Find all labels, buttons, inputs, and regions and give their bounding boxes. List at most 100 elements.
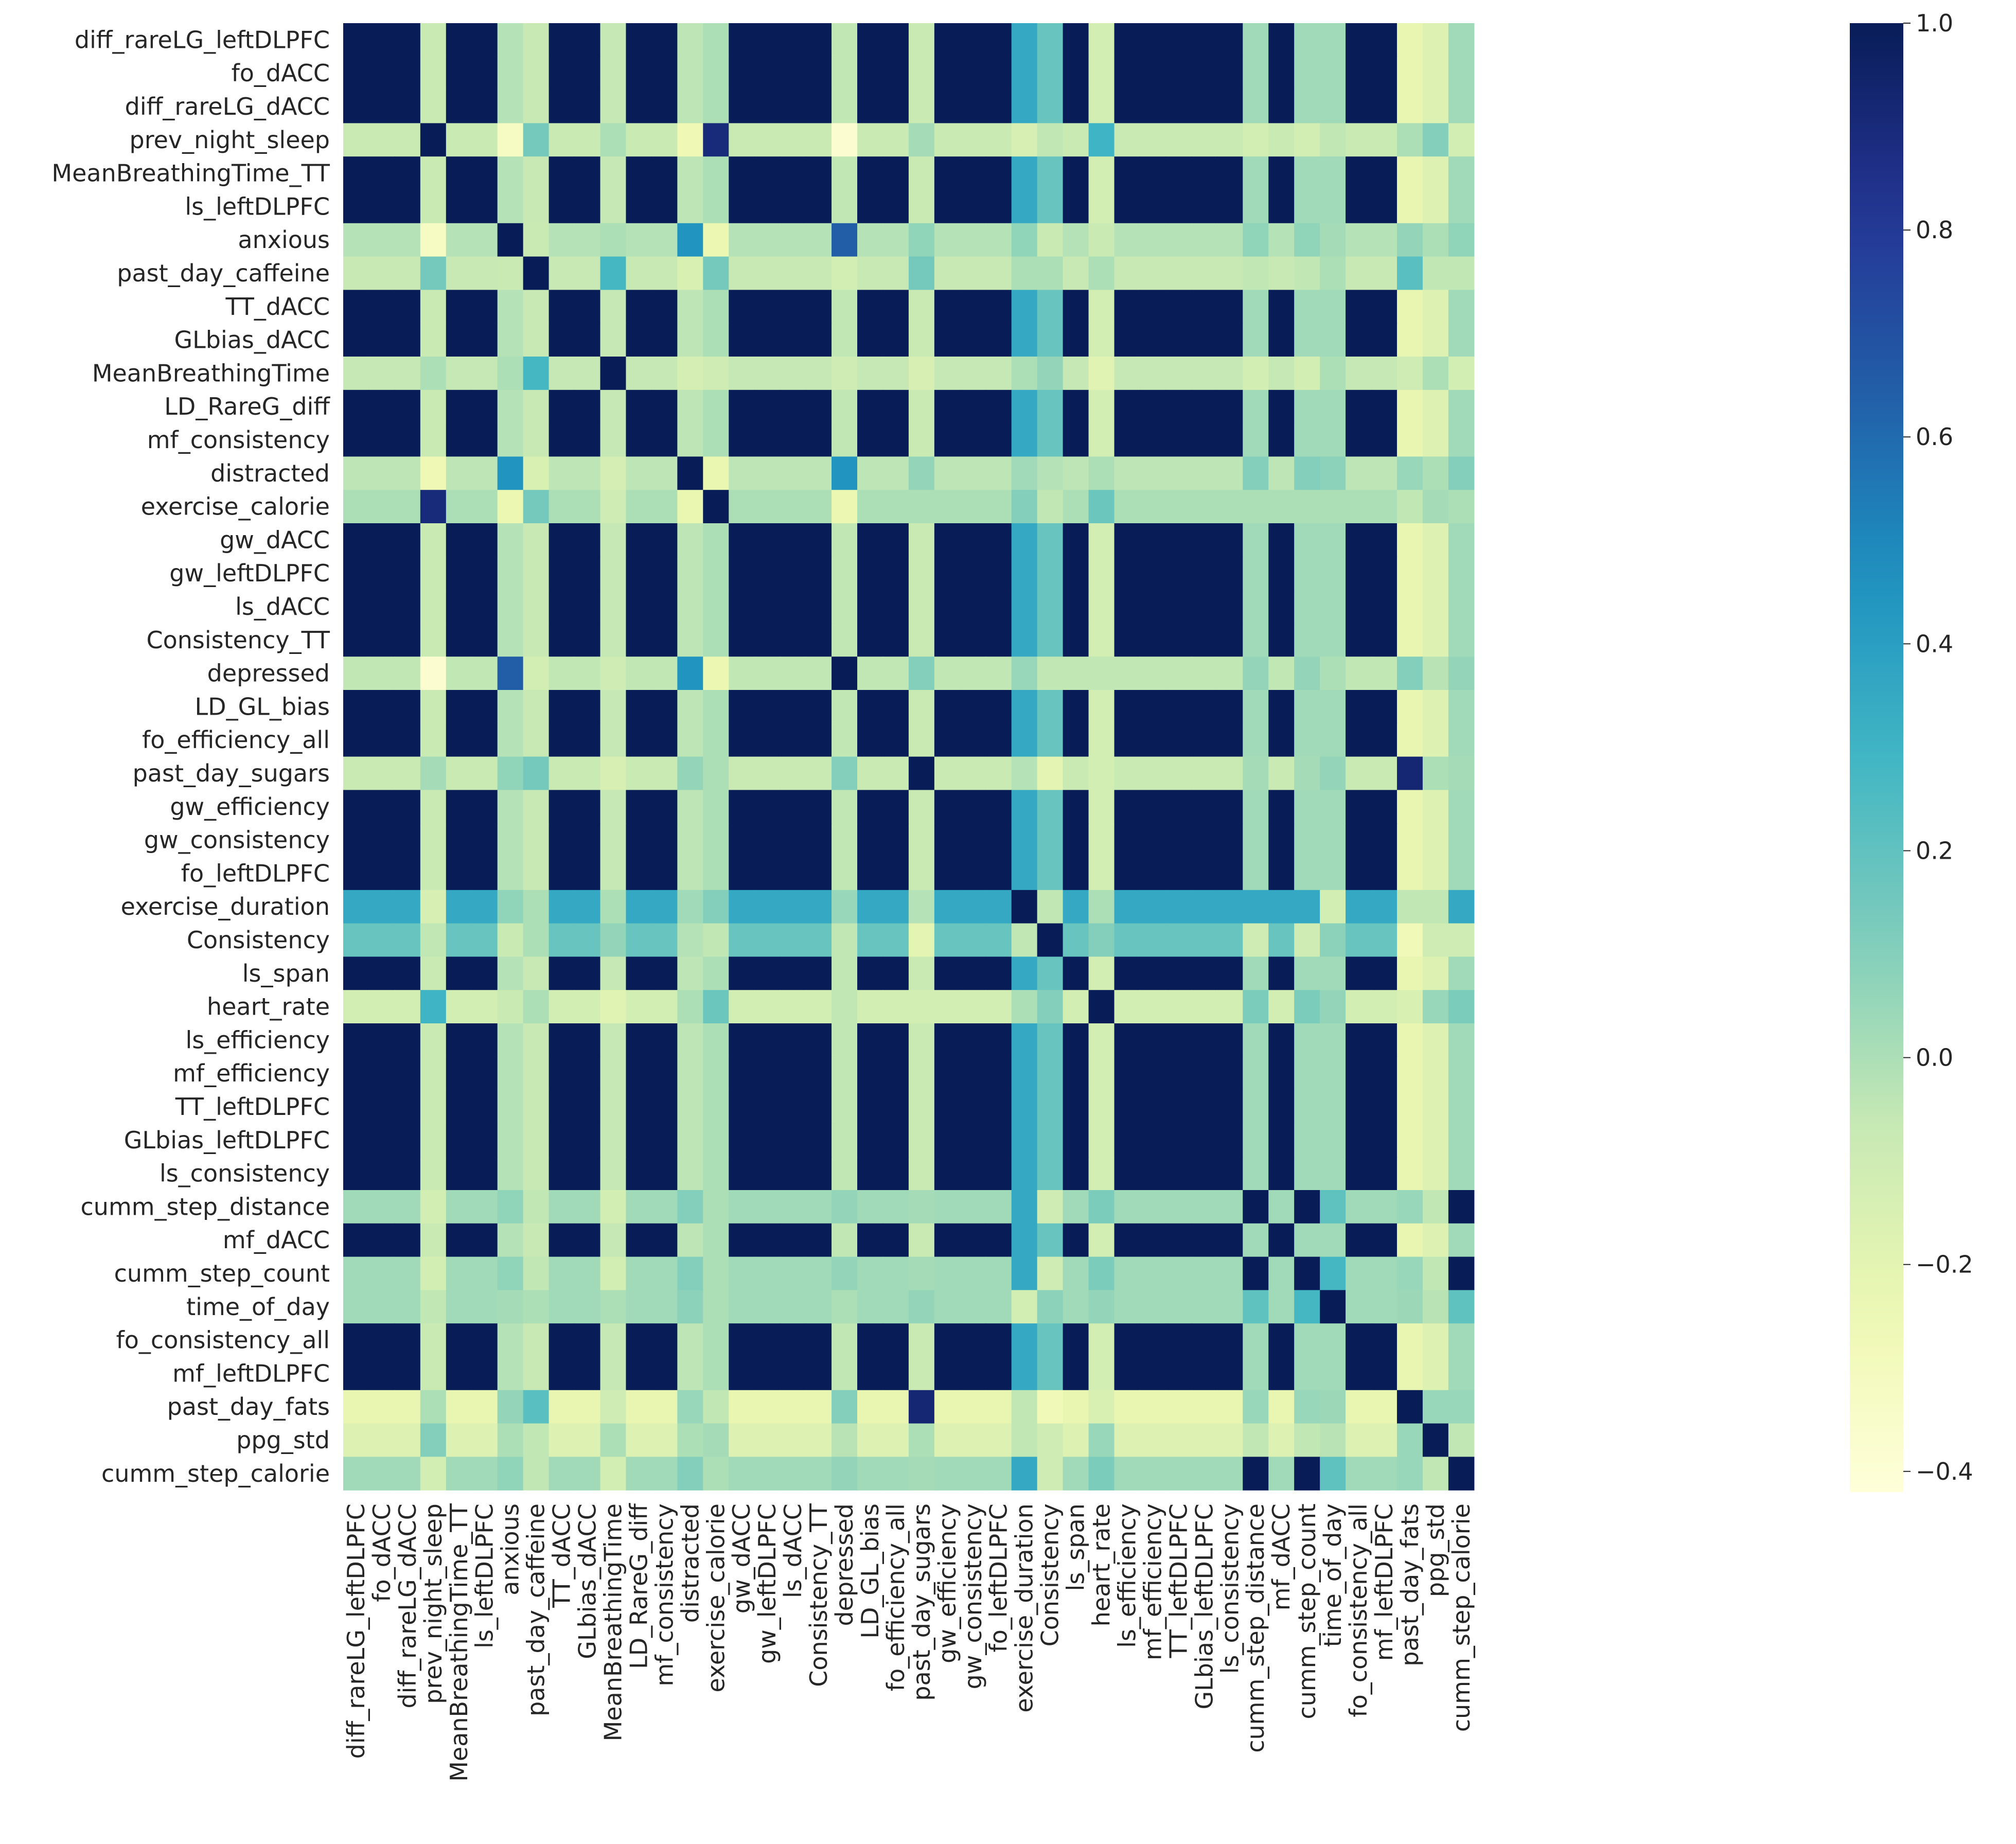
heatmap-cell <box>600 990 627 1024</box>
y-tick-label: Consistency_TT <box>146 626 330 654</box>
heatmap-cell <box>1268 1390 1295 1424</box>
heatmap-cell <box>1268 657 1295 690</box>
heatmap-cell <box>677 857 703 891</box>
heatmap-cell <box>857 1090 883 1124</box>
heatmap-cell <box>1063 590 1089 624</box>
heatmap-cell <box>1243 956 1269 990</box>
heatmap-cell <box>343 1056 369 1091</box>
heatmap-cell <box>754 190 781 224</box>
heatmap-cell <box>343 1357 369 1391</box>
heatmap-cell <box>343 590 369 624</box>
heatmap-cell <box>1140 756 1166 790</box>
heatmap-cell <box>703 590 729 624</box>
heatmap-cell <box>368 123 395 157</box>
heatmap-cell <box>780 690 806 724</box>
heatmap-cell <box>497 657 524 690</box>
heatmap-cell <box>626 590 652 624</box>
y-tick-label: fo_dACC <box>232 59 330 87</box>
heatmap-cell <box>420 490 447 524</box>
heatmap-cell <box>780 1357 806 1391</box>
heatmap-cell <box>806 556 832 591</box>
heatmap-cell <box>908 90 935 123</box>
heatmap-cell <box>1243 1256 1269 1290</box>
heatmap-cell <box>1422 990 1449 1024</box>
heatmap-cell <box>651 690 678 724</box>
heatmap-cell <box>497 1423 524 1457</box>
heatmap-cell <box>729 357 755 391</box>
heatmap-cell <box>985 923 1012 957</box>
heatmap-cell <box>729 323 755 357</box>
heatmap-cell <box>729 1323 755 1357</box>
heatmap-cell <box>1011 1457 1038 1491</box>
heatmap-cell <box>960 423 986 457</box>
heatmap-cell <box>574 556 601 591</box>
heatmap-cell <box>1217 590 1243 624</box>
y-tick-label: ls_dACC <box>235 593 330 620</box>
heatmap-cell <box>780 723 806 757</box>
heatmap-cell <box>960 690 986 724</box>
heatmap-cell <box>985 790 1012 824</box>
heatmap-cell <box>626 1157 652 1191</box>
heatmap-cell <box>368 1023 395 1057</box>
heatmap-cell <box>626 1223 652 1257</box>
heatmap-cell <box>1140 123 1166 157</box>
heatmap-cell <box>908 923 935 957</box>
heatmap-cell <box>729 23 755 57</box>
heatmap-cell <box>1268 1223 1295 1257</box>
heatmap-cell <box>832 690 858 724</box>
heatmap-cell <box>549 1123 575 1157</box>
heatmap-cell <box>908 1457 935 1491</box>
heatmap-cell <box>651 423 678 457</box>
heatmap-cell <box>1243 456 1269 490</box>
heatmap-cell <box>960 223 986 257</box>
heatmap-cell <box>1243 389 1269 424</box>
heatmap-cell <box>1037 690 1064 724</box>
heatmap-cell <box>882 690 909 724</box>
heatmap-cell <box>780 1190 806 1224</box>
heatmap-cell <box>1063 123 1089 157</box>
heatmap-cell <box>1140 956 1166 990</box>
heatmap-cell <box>1422 256 1449 290</box>
heatmap-cell <box>1422 1190 1449 1224</box>
heatmap-cell <box>1191 223 1217 257</box>
colorbar-tick-label: 1.0 <box>1916 9 1953 37</box>
heatmap-cell <box>908 1056 935 1091</box>
x-tick-label: depressed <box>830 1503 858 1626</box>
heatmap-cell <box>626 956 652 990</box>
heatmap-cell <box>523 290 550 324</box>
heatmap-cell <box>729 123 755 157</box>
heatmap-cell <box>1371 389 1398 424</box>
heatmap-cell <box>1217 723 1243 757</box>
heatmap-cell <box>446 290 472 324</box>
y-tick-label: GLbias_leftDLPFC <box>124 1126 330 1154</box>
heatmap-cell <box>882 1323 909 1357</box>
heatmap-cell <box>908 1290 935 1324</box>
heatmap-cell <box>497 1323 524 1357</box>
heatmap-cell <box>1037 456 1064 490</box>
heatmap-cell <box>446 723 472 757</box>
heatmap-cell <box>1191 1123 1217 1157</box>
heatmap-cell <box>343 490 369 524</box>
heatmap-cell <box>1140 23 1166 57</box>
heatmap-cell <box>1371 123 1398 157</box>
heatmap-cell <box>806 857 832 891</box>
heatmap-cell <box>677 1423 703 1457</box>
heatmap-cell <box>1165 990 1192 1024</box>
heatmap-cell <box>1063 1457 1089 1491</box>
heatmap-cell <box>857 823 883 857</box>
heatmap-cell <box>908 156 935 190</box>
heatmap-cell <box>882 1290 909 1324</box>
heatmap-cell <box>420 123 447 157</box>
heatmap-cell <box>677 790 703 824</box>
heatmap-cell <box>985 456 1012 490</box>
heatmap-cell <box>1294 690 1320 724</box>
heatmap-cell <box>574 623 601 657</box>
heatmap-cell <box>1063 1090 1089 1124</box>
heatmap-cell <box>1114 1423 1141 1457</box>
heatmap-cell <box>832 923 858 957</box>
heatmap-cell <box>1346 623 1372 657</box>
heatmap-cell <box>1422 190 1449 224</box>
heatmap-cell <box>934 456 961 490</box>
heatmap-cell <box>1448 823 1475 857</box>
heatmap-cell <box>446 156 472 190</box>
